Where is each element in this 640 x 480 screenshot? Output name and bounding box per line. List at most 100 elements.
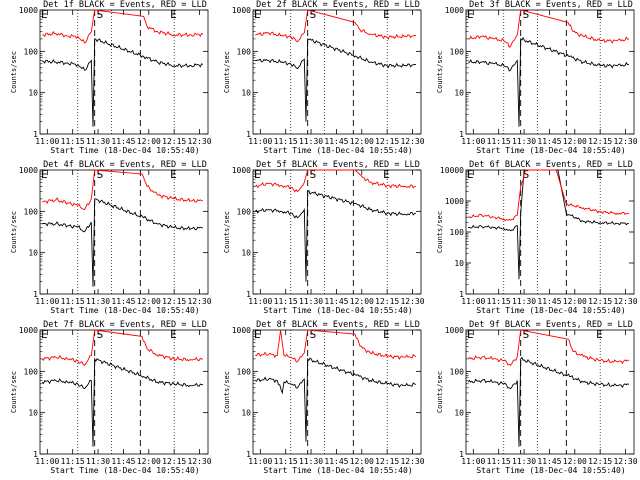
start-marker-label: S xyxy=(310,8,317,21)
chart-title: Det 8f BLACK = Events, RED = LLD xyxy=(256,320,420,330)
x-tick-label: 11:00 xyxy=(35,297,59,306)
x-tick-label: 11:15 xyxy=(61,137,85,146)
plot-frame xyxy=(252,9,422,135)
x-tick-label: 12:30 xyxy=(400,297,424,306)
series-line-events xyxy=(468,169,629,280)
x-tick-label: 11:30 xyxy=(512,457,536,466)
y-tick-label: 1 xyxy=(459,290,464,299)
x-tick-label: 11:15 xyxy=(487,457,511,466)
x-tick-label: 11:15 xyxy=(274,297,298,306)
end-marker-label: E xyxy=(383,168,390,181)
chart-panel-det-8: 1 10 100 1000 11:00 11:15 11:30 11:45 12:00 12:15… xyxy=(213,320,426,480)
end-marker-label: E xyxy=(41,328,48,341)
chart-panel-det-2: 1 10 100 1000 11:00 11:15 11:30 11:45 12:00 12:15… xyxy=(213,0,426,160)
x-axis-label: Start Time (18-Dec-04 10:55:40) xyxy=(476,466,626,475)
y-tick-label: 1000 xyxy=(232,6,251,15)
y-tick-label: 1000 xyxy=(19,6,38,15)
x-tick-label: 11:15 xyxy=(274,137,298,146)
chart-svg: 1 10 100 1000 11:00 11:15 11:30 11:45 12:00 12:15… xyxy=(232,326,425,466)
x-tick-label: 11:00 xyxy=(248,297,272,306)
x-tick-label: 12:15 xyxy=(375,297,399,306)
x-tick-label: 11:45 xyxy=(324,137,348,146)
x-tick-label: 12:15 xyxy=(588,297,612,306)
x-tick-label: 12:30 xyxy=(400,137,424,146)
y-axis-label: Counts/sec xyxy=(10,370,18,414)
x-tick-label: 11:45 xyxy=(324,457,348,466)
y-tick-label: 1 xyxy=(246,130,251,139)
start-marker-label: S xyxy=(523,8,530,21)
x-axis-label: Start Time (18-Dec-04 10:55:40) xyxy=(50,146,200,155)
chart-svg: 1 10 100 1000 11:00 11:15 11:30 11:45 12:00 12:15… xyxy=(19,6,212,146)
x-axis-label: Start Time (18-Dec-04 10:55:40) xyxy=(263,146,413,155)
series-line-lld xyxy=(41,329,203,366)
x-tick-label: 12:15 xyxy=(375,137,399,146)
y-tick-label: 10 xyxy=(241,409,251,418)
y-tick-label: 1 xyxy=(33,290,38,299)
y-tick-label: 10 xyxy=(454,89,464,98)
y-tick-label: 100 xyxy=(450,228,465,237)
x-axis-label: Start Time (18-Dec-04 10:55:40) xyxy=(263,466,413,475)
x-tick-label: 12:00 xyxy=(350,297,374,306)
plot-frame xyxy=(465,329,635,455)
x-tick-label: 12:30 xyxy=(613,457,637,466)
series-line-lld xyxy=(254,169,416,193)
start-marker-label: S xyxy=(310,168,317,181)
end-marker-label: E xyxy=(383,8,390,21)
end-marker-label: E xyxy=(170,168,177,181)
chart-panel-det-9: 1 10 100 1000 11:00 11:15 11:30 11:45 12:00 12:15… xyxy=(426,320,639,480)
end-marker-label: E xyxy=(596,8,603,21)
y-tick-label: 10 xyxy=(454,259,464,268)
x-tick-label: 12:00 xyxy=(137,297,161,306)
x-tick-label: 12:15 xyxy=(162,457,186,466)
y-tick-label: 10 xyxy=(28,409,38,418)
x-axis-label: Start Time (18-Dec-04 10:55:40) xyxy=(50,466,200,475)
chart-title: Det 9f BLACK = Events, RED = LLD xyxy=(469,320,633,330)
x-tick-label: 12:00 xyxy=(350,137,374,146)
x-tick-label: 11:45 xyxy=(111,137,135,146)
series-line-events xyxy=(41,357,204,447)
x-axis-label: Start Time (18-Dec-04 10:55:40) xyxy=(263,306,413,315)
chart-svg: 1 10 100 1000 11:00 11:15 11:30 11:45 12:00 12:15… xyxy=(445,326,638,466)
series-line-lld xyxy=(255,9,416,43)
y-tick-label: 10 xyxy=(241,89,251,98)
x-tick-label: 12:30 xyxy=(187,297,211,306)
end-marker-label: E xyxy=(170,8,177,21)
x-tick-label: 11:00 xyxy=(461,137,485,146)
series-line-events xyxy=(42,38,204,127)
x-tick-label: 12:00 xyxy=(137,137,161,146)
chart-svg: 1 10 100 1000 11:00 11:15 11:30 11:45 12:00 12:15… xyxy=(232,6,425,146)
chart-title: Det 6f BLACK = Events, RED = LLD xyxy=(469,160,633,170)
plot-frame xyxy=(39,9,209,135)
series-line-lld xyxy=(42,9,204,44)
chart-title: Det 5f BLACK = Events, RED = LLD xyxy=(256,160,420,170)
y-axis-label: Counts/sec xyxy=(10,50,18,94)
x-tick-label: 11:45 xyxy=(537,137,561,146)
y-tick-label: 1000 xyxy=(445,6,464,15)
x-tick-label: 12:00 xyxy=(563,457,587,466)
y-tick-label: 100 xyxy=(237,367,252,376)
end-marker-label: E xyxy=(41,168,48,181)
x-tick-label: 11:00 xyxy=(35,137,59,146)
end-marker-label: E xyxy=(467,328,474,341)
x-tick-label: 11:00 xyxy=(461,457,485,466)
y-tick-label: 10 xyxy=(28,89,38,98)
y-tick-label: 10 xyxy=(28,249,38,258)
x-tick-label: 11:15 xyxy=(487,137,511,146)
end-marker-label: E xyxy=(383,328,390,341)
chart-title: Det 1f BLACK = Events, RED = LLD xyxy=(43,0,207,10)
plot-frame xyxy=(252,329,422,455)
chart-panel-det-4: 1 10 100 1000 11:00 11:15 11:30 11:45 12:00 12:15… xyxy=(0,160,213,320)
chart-svg: 1 10 100 1000 11:00 11:15 11:30 11:45 12:00 12:15… xyxy=(445,6,638,146)
y-tick-label: 1 xyxy=(246,290,251,299)
chart-panel-det-6: 1 10 100 1000 10000 11:00 11:15 11:30 11:45 12:00… xyxy=(426,160,639,320)
plot-frame xyxy=(252,169,422,295)
x-tick-label: 12:15 xyxy=(162,137,186,146)
y-tick-label: 100 xyxy=(450,367,465,376)
chart-panel-det-5: 1 10 100 1000 11:00 11:15 11:30 11:45 12:00 12:15… xyxy=(213,160,426,320)
y-tick-label: 100 xyxy=(237,207,252,216)
end-marker-label: E xyxy=(41,8,48,21)
chart-svg: 1 10 100 1000 11:00 11:15 11:30 11:45 12:00 12:15… xyxy=(19,166,212,306)
y-axis-label: Counts/sec xyxy=(10,210,18,254)
chart-panel-det-1: 1 10 100 1000 11:00 11:15 11:30 11:45 12:00 12:15… xyxy=(0,0,213,160)
x-tick-label: 11:15 xyxy=(61,297,85,306)
